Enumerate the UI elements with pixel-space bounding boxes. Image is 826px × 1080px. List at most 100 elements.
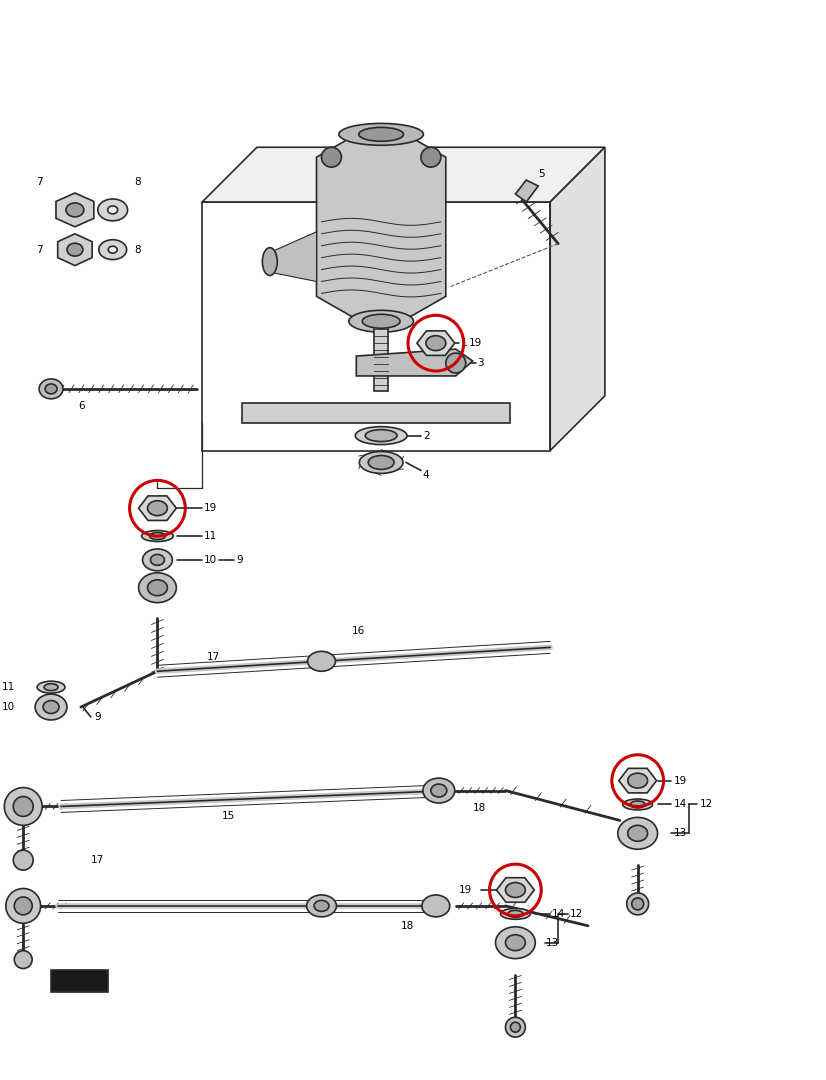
Ellipse shape [632, 897, 643, 909]
Ellipse shape [506, 882, 525, 897]
Ellipse shape [510, 1023, 520, 1032]
Polygon shape [356, 349, 472, 376]
Ellipse shape [143, 549, 173, 571]
Text: 9: 9 [236, 555, 243, 565]
Ellipse shape [359, 451, 403, 473]
Ellipse shape [368, 456, 394, 470]
Polygon shape [316, 137, 446, 316]
Ellipse shape [13, 797, 33, 816]
Ellipse shape [339, 123, 424, 146]
Polygon shape [267, 232, 316, 282]
Polygon shape [496, 878, 534, 902]
Ellipse shape [446, 353, 466, 373]
Text: 11: 11 [204, 531, 217, 541]
Ellipse shape [43, 701, 59, 714]
Text: 6: 6 [78, 401, 84, 410]
Text: 1: 1 [461, 338, 468, 348]
Ellipse shape [506, 934, 525, 950]
Ellipse shape [108, 246, 117, 253]
Text: 8: 8 [135, 245, 141, 255]
Ellipse shape [306, 895, 336, 917]
Text: 18: 18 [401, 921, 415, 931]
Text: 13: 13 [673, 828, 686, 838]
Text: 8: 8 [135, 177, 141, 187]
Ellipse shape [314, 901, 329, 912]
Text: 4: 4 [423, 471, 430, 481]
Ellipse shape [628, 825, 648, 841]
Ellipse shape [508, 910, 523, 917]
Text: 7: 7 [36, 245, 43, 255]
Ellipse shape [36, 694, 67, 720]
Ellipse shape [66, 203, 84, 217]
Ellipse shape [263, 247, 278, 275]
Text: 12: 12 [700, 799, 713, 810]
Ellipse shape [363, 314, 400, 328]
Text: 11: 11 [2, 683, 15, 692]
Ellipse shape [148, 501, 168, 515]
Text: 12: 12 [570, 909, 583, 919]
Text: 13: 13 [546, 937, 559, 947]
Polygon shape [550, 147, 605, 450]
Bar [374, 321, 388, 391]
Text: 17: 17 [207, 652, 221, 662]
Text: 10: 10 [2, 702, 15, 712]
Polygon shape [58, 233, 93, 266]
Ellipse shape [496, 927, 535, 959]
Ellipse shape [39, 379, 63, 399]
Ellipse shape [45, 383, 57, 394]
Text: 2: 2 [423, 431, 430, 441]
Text: 19: 19 [204, 503, 217, 513]
Ellipse shape [355, 427, 407, 445]
Ellipse shape [506, 1017, 525, 1037]
Ellipse shape [13, 850, 33, 870]
Polygon shape [139, 496, 176, 521]
Text: 3: 3 [477, 357, 484, 368]
Ellipse shape [4, 787, 42, 825]
Text: 9: 9 [95, 712, 102, 723]
Circle shape [321, 147, 341, 167]
Text: 16: 16 [351, 626, 364, 636]
Text: 5: 5 [539, 170, 545, 179]
Ellipse shape [107, 206, 117, 214]
Ellipse shape [627, 893, 648, 915]
Ellipse shape [14, 950, 32, 969]
Ellipse shape [99, 240, 126, 259]
Ellipse shape [628, 773, 648, 788]
Text: 18: 18 [472, 804, 486, 813]
Ellipse shape [97, 199, 128, 220]
Polygon shape [56, 193, 94, 227]
Polygon shape [51, 970, 107, 993]
Text: 19: 19 [468, 338, 482, 348]
Circle shape [421, 147, 441, 167]
Ellipse shape [141, 530, 173, 541]
Ellipse shape [423, 778, 455, 804]
Ellipse shape [431, 784, 447, 797]
Ellipse shape [148, 580, 168, 596]
Ellipse shape [422, 895, 450, 917]
Text: 10: 10 [204, 555, 217, 565]
Ellipse shape [365, 430, 397, 442]
Text: 17: 17 [91, 855, 104, 865]
Text: 19: 19 [458, 885, 472, 895]
Text: 15: 15 [222, 811, 235, 822]
Ellipse shape [630, 801, 645, 808]
Polygon shape [202, 147, 605, 202]
Ellipse shape [150, 532, 165, 540]
Text: 14: 14 [673, 799, 686, 810]
Ellipse shape [67, 243, 83, 256]
Ellipse shape [307, 651, 335, 672]
Ellipse shape [6, 889, 40, 923]
Text: 19: 19 [673, 775, 686, 785]
Ellipse shape [150, 554, 164, 565]
Text: FWD: FWD [68, 976, 91, 985]
Ellipse shape [349, 310, 414, 333]
Ellipse shape [358, 127, 404, 141]
Ellipse shape [426, 336, 446, 351]
Ellipse shape [139, 572, 176, 603]
Polygon shape [619, 768, 657, 793]
Ellipse shape [623, 799, 653, 810]
Ellipse shape [501, 908, 530, 919]
Polygon shape [242, 403, 510, 422]
Text: 14: 14 [552, 909, 566, 919]
Ellipse shape [37, 681, 65, 693]
